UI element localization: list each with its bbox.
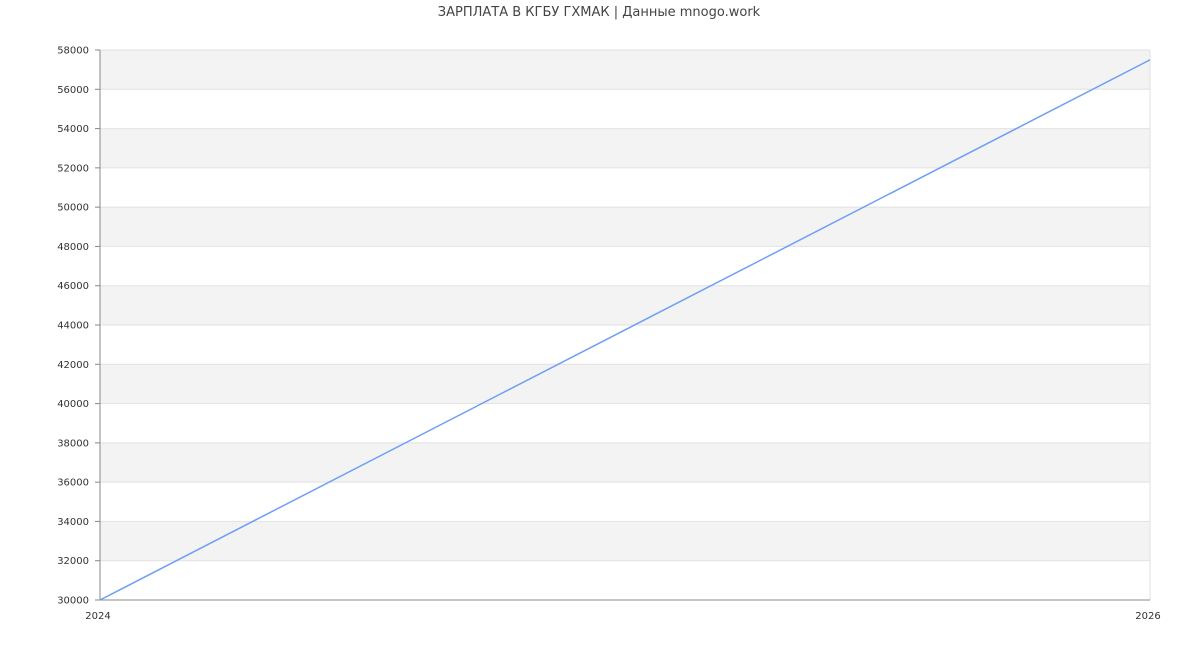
grid-band	[100, 442, 1150, 483]
y-tick-label: 46000	[57, 281, 89, 292]
x-tick-label: 2024	[85, 611, 110, 622]
y-tick-label: 38000	[57, 438, 89, 449]
grid-band	[100, 325, 1150, 365]
y-tick-label: 42000	[57, 360, 89, 371]
chart-title: ЗАРПЛАТА В КГБУ ГХМАК | Данные mnogo.wor…	[438, 5, 761, 20]
salary-series-line	[99, 59, 1151, 601]
y-tick-label: 34000	[57, 517, 89, 528]
grid-band	[100, 128, 1150, 168]
y-tick-label: 50000	[57, 203, 89, 214]
grid-band	[100, 89, 1150, 129]
y-tick-label: 32000	[57, 556, 89, 567]
grid-band	[100, 403, 1150, 443]
grid-band	[100, 482, 1150, 522]
grid-band	[100, 167, 1150, 208]
y-tick-label: 44000	[57, 321, 89, 332]
y-tick-label: 48000	[57, 242, 89, 253]
y-tick-label: 40000	[57, 399, 89, 410]
grid-band	[100, 521, 1150, 561]
y-tick-label: 54000	[57, 124, 89, 135]
grid-band	[100, 364, 1150, 404]
x-tick-label: 2026	[1135, 611, 1160, 622]
grid-band	[100, 207, 1150, 247]
y-tick-label: 30000	[57, 596, 89, 607]
y-tick-label: 52000	[57, 163, 89, 174]
grid-band	[100, 560, 1150, 600]
grid-band	[100, 50, 1150, 90]
grid-band	[100, 246, 1150, 286]
grid-band	[100, 285, 1150, 325]
y-tick-label: 58000	[57, 46, 89, 57]
y-tick-label: 56000	[57, 85, 89, 96]
y-tick-label: 36000	[57, 478, 89, 489]
